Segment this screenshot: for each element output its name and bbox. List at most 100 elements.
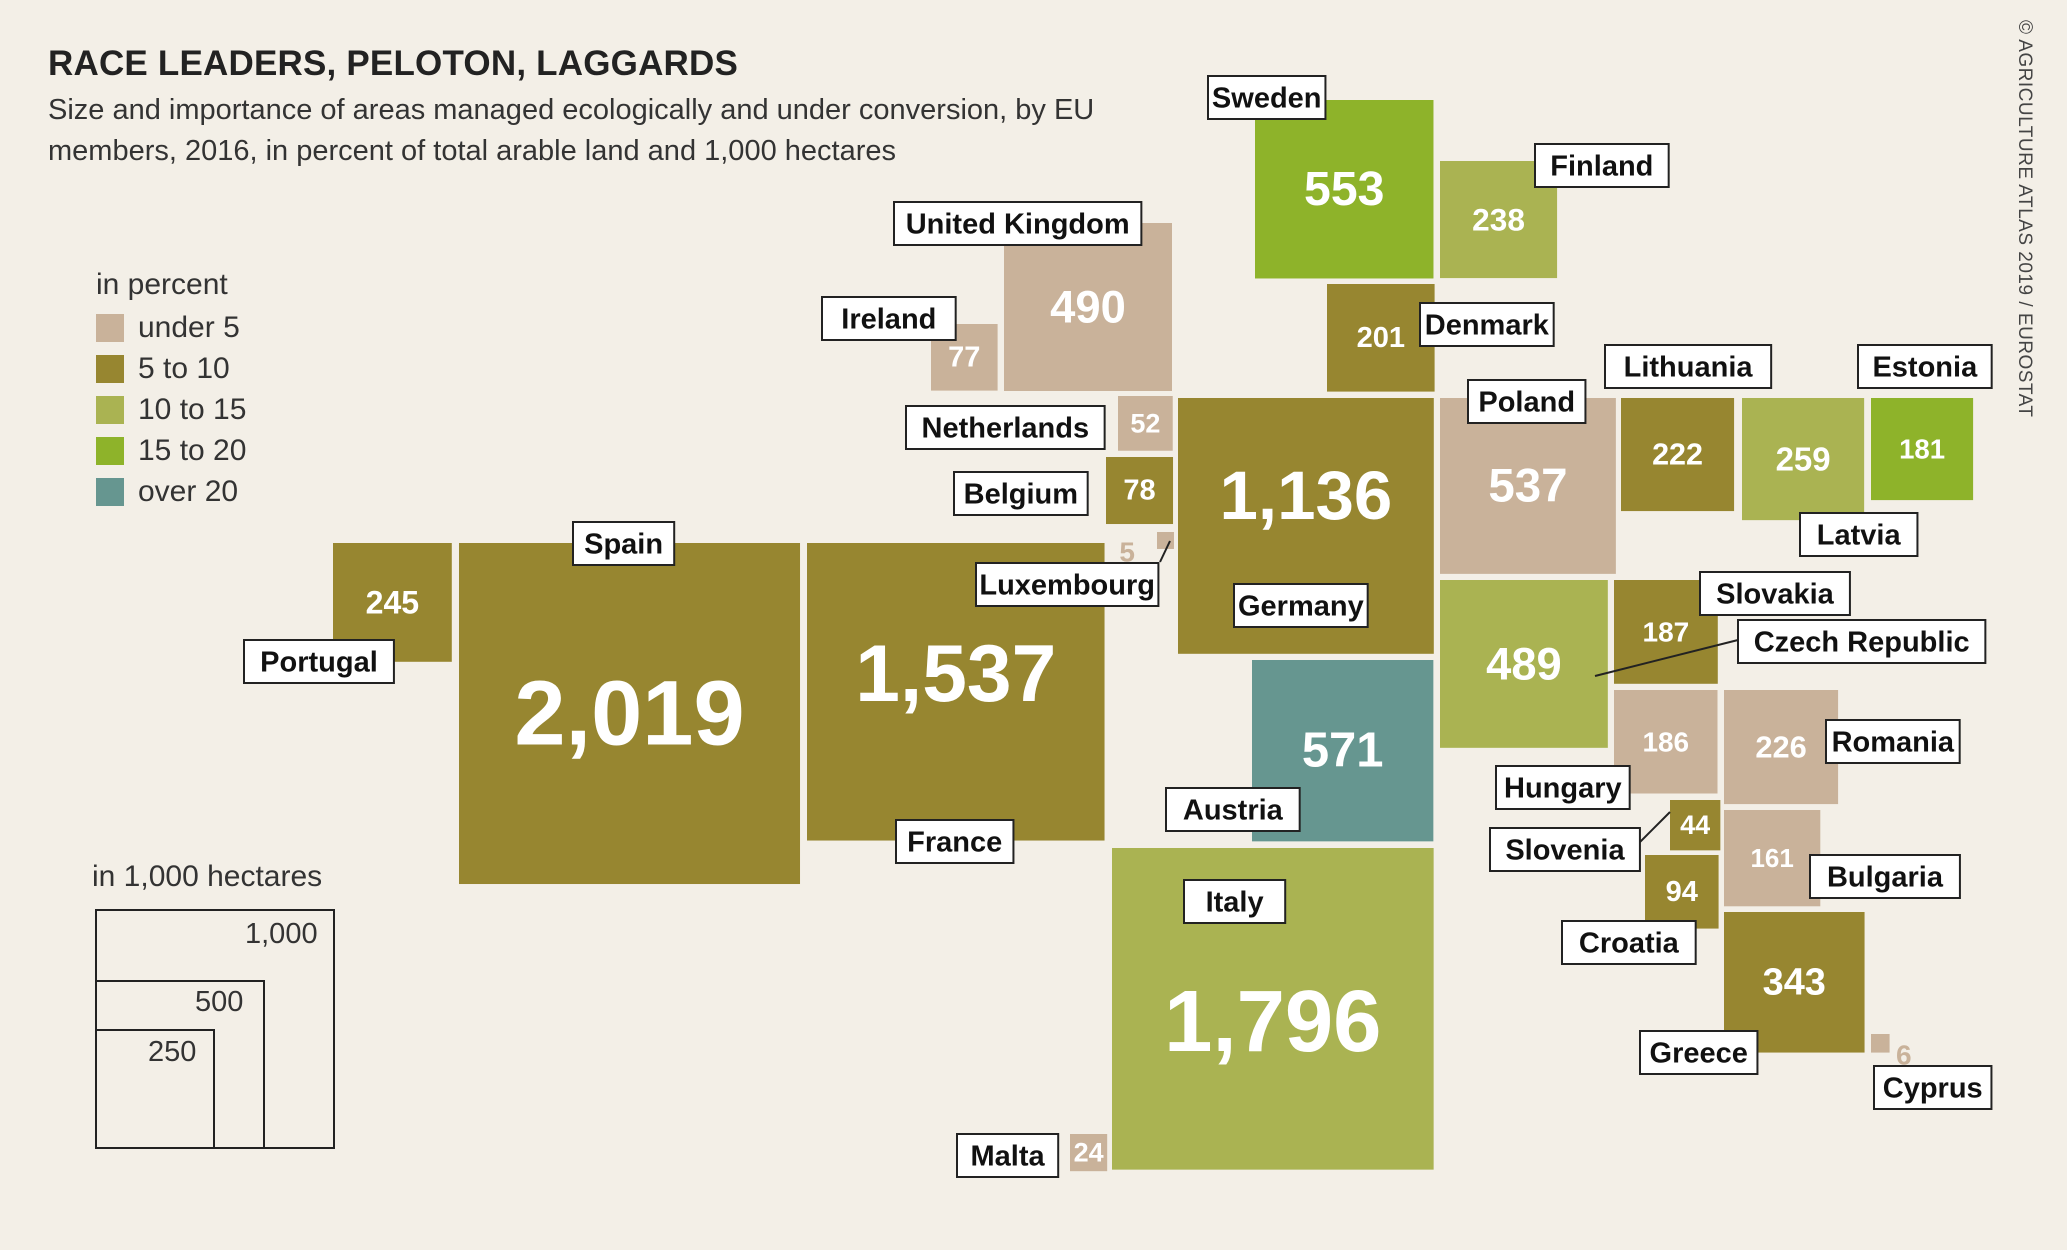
country-label-box-portugal — [243, 639, 395, 684]
value-label-italy: 1,796 — [1164, 973, 1381, 1070]
country-label-united-kingdom: United Kingdom — [906, 209, 1130, 241]
square-united-kingdom — [1004, 223, 1172, 391]
country-label-box-croatia — [1561, 920, 1697, 965]
square-belgium — [1106, 457, 1174, 525]
square-czech-republic — [1440, 580, 1608, 748]
country-label-greece: Greece — [1650, 1038, 1748, 1070]
value-label-spain: 2,019 — [514, 663, 744, 765]
legend-item-under-5: under 5 — [96, 311, 240, 344]
value-label-germany: 1,136 — [1220, 456, 1393, 534]
legend-label: 5 to 10 — [138, 352, 230, 385]
country-label-box-romania — [1825, 719, 1961, 764]
country-label-poland: Poland — [1478, 387, 1575, 419]
color-legend-title: in percent — [96, 268, 228, 301]
country-label-france: France — [907, 827, 1002, 859]
country-label-spain: Spain — [584, 529, 663, 561]
country-label-box-italy — [1183, 879, 1287, 924]
country-label-box-lithuania — [1604, 344, 1773, 389]
value-label-czech-republic: 489 — [1486, 638, 1562, 689]
country-label-box-sweden — [1207, 75, 1327, 120]
leader-line-luxembourg — [1159, 540, 1171, 563]
country-label-box-slovenia — [1489, 827, 1641, 872]
country-label-box-belgium — [953, 471, 1089, 516]
country-label-belgium: Belgium — [964, 479, 1078, 511]
value-label-estonia: 181 — [1899, 434, 1945, 465]
square-poland — [1440, 398, 1616, 574]
country-label-box-poland — [1467, 379, 1587, 424]
square-cyprus — [1871, 1034, 1890, 1053]
square-croatia — [1645, 855, 1719, 929]
country-label-slovenia: Slovenia — [1505, 835, 1625, 867]
country-label-box-finland — [1534, 143, 1670, 188]
country-label-box-united-kingdom — [893, 201, 1143, 246]
square-greece — [1724, 912, 1865, 1053]
country-label-box-cyprus — [1873, 1065, 1993, 1110]
size-label-250: 250 — [148, 1036, 197, 1068]
value-label-slovakia: 187 — [1643, 616, 1690, 647]
country-label-netherlands: Netherlands — [922, 413, 1090, 445]
value-label-romania: 226 — [1755, 730, 1806, 765]
legend-item-10-to-15: 10 to 15 — [96, 393, 247, 426]
country-label-box-bulgaria — [1809, 854, 1961, 899]
value-label-ireland: 77 — [948, 341, 980, 373]
country-label-box-estonia — [1857, 344, 1993, 389]
country-label-bulgaria: Bulgaria — [1827, 862, 1944, 894]
country-label-hungary: Hungary — [1504, 773, 1622, 805]
country-label-luxembourg: Luxembourg — [979, 570, 1155, 602]
country-label-box-netherlands — [905, 405, 1106, 450]
value-label-finland: 238 — [1472, 202, 1525, 238]
legend-swatch — [96, 396, 124, 424]
square-luxembourg — [1157, 532, 1174, 549]
square-denmark — [1327, 284, 1435, 392]
legend-item-15-to-20: 15 to 20 — [96, 434, 246, 467]
country-label-box-greece — [1639, 1030, 1759, 1075]
legend-swatch — [96, 355, 124, 383]
legend-swatch — [96, 437, 124, 465]
value-label-france: 1,537 — [855, 629, 1056, 719]
country-label-portugal: Portugal — [260, 647, 378, 679]
size-label-500: 500 — [195, 986, 244, 1018]
value-label-belgium: 78 — [1123, 475, 1155, 507]
legend-label: 10 to 15 — [138, 393, 247, 426]
value-label-denmark: 201 — [1357, 322, 1405, 354]
country-label-box-latvia — [1799, 512, 1919, 557]
square-spain — [459, 543, 801, 885]
country-label-sweden: Sweden — [1212, 83, 1322, 115]
size-legend-title: in 1,000 hectares — [92, 860, 323, 893]
country-label-box-austria — [1165, 787, 1301, 832]
value-label-sweden: 553 — [1304, 162, 1384, 216]
country-label-box-germany — [1233, 583, 1369, 628]
country-label-box-hungary — [1495, 765, 1631, 810]
country-label-ireland: Ireland — [841, 304, 936, 336]
square-malta — [1070, 1134, 1108, 1172]
country-label-cyprus: Cyprus — [1883, 1073, 1983, 1105]
country-label-box-france — [895, 819, 1015, 864]
country-label-italy: Italy — [1206, 887, 1264, 919]
country-label-box-spain — [572, 521, 676, 566]
value-label-united-kingdom: 490 — [1050, 282, 1126, 333]
country-label-estonia: Estonia — [1872, 352, 1978, 384]
value-label-hungary: 186 — [1642, 726, 1689, 757]
country-label-box-luxembourg — [975, 562, 1160, 607]
square-lithuania — [1621, 398, 1735, 512]
country-label-finland: Finland — [1550, 151, 1653, 183]
legend-label: over 20 — [138, 475, 239, 508]
value-label-lithuania: 222 — [1652, 438, 1703, 472]
chart-subtitle: Size and importance of areas managed eco… — [48, 94, 1095, 167]
square-bulgaria — [1724, 810, 1821, 907]
square-hungary — [1614, 690, 1718, 794]
country-label-czech-republic: Czech Republic — [1754, 627, 1970, 659]
square-netherlands — [1118, 396, 1173, 451]
country-label-box-ireland — [821, 296, 957, 341]
country-label-box-slovakia — [1699, 571, 1851, 616]
leader-line-czech-republic — [1594, 639, 1739, 677]
size-box-250 — [95, 1029, 215, 1149]
value-label-luxembourg: 5 — [1119, 537, 1135, 568]
value-label-malta: 24 — [1074, 1138, 1104, 1168]
country-label-germany: Germany — [1238, 591, 1364, 623]
square-sweden — [1255, 100, 1434, 279]
country-label-austria: Austria — [1183, 795, 1284, 827]
country-label-box-malta — [956, 1133, 1060, 1178]
value-label-netherlands: 52 — [1130, 408, 1160, 438]
